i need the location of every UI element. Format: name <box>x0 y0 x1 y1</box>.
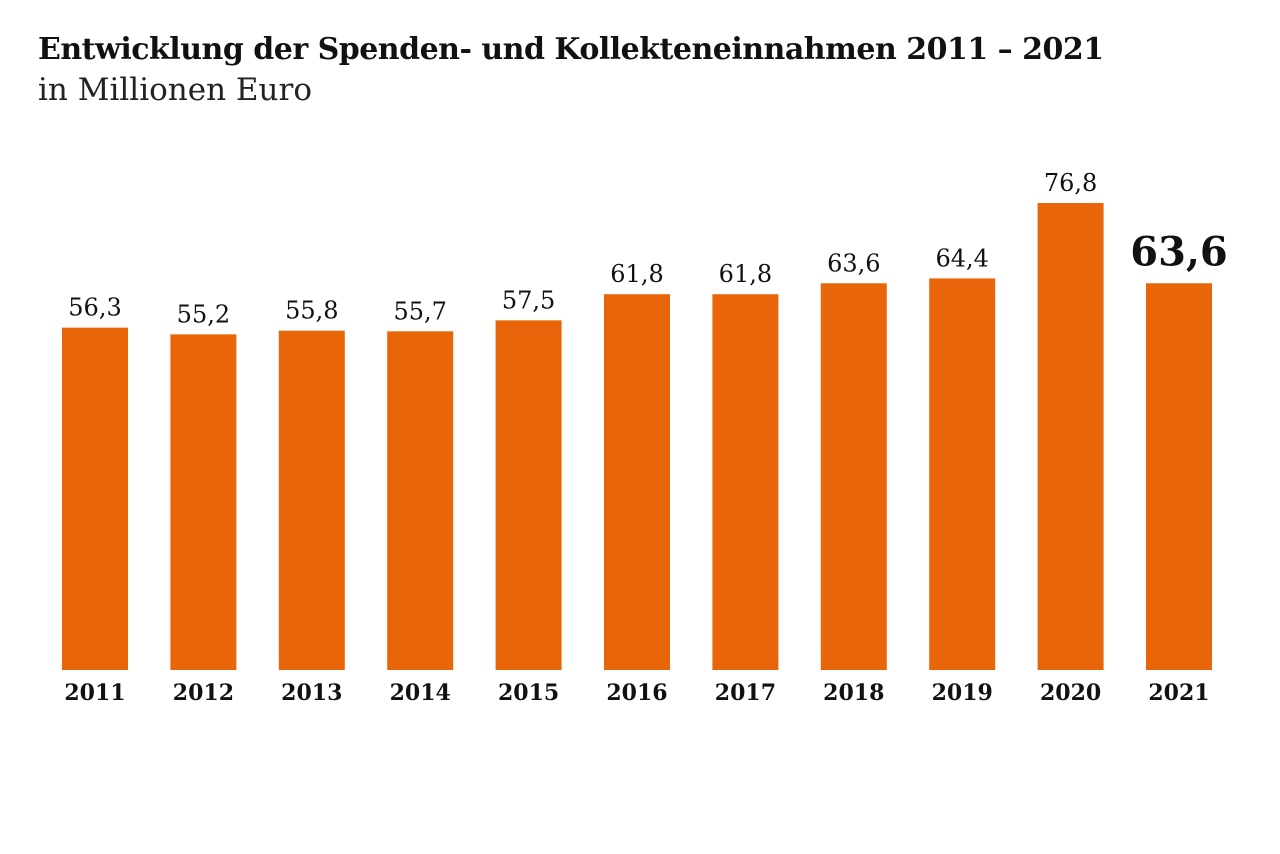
category-label-2016: 2016 <box>606 680 667 706</box>
value-label-2018: 63,6 <box>827 249 880 277</box>
bar-2017 <box>712 294 779 670</box>
bar-2014 <box>387 331 454 670</box>
chart-subtitle: in Millionen Euro <box>38 72 313 108</box>
bar-2019 <box>929 278 996 670</box>
category-label-2018: 2018 <box>823 680 884 706</box>
chart-title: Entwicklung der Spenden- und Kollektenei… <box>38 32 1104 67</box>
category-label-2017: 2017 <box>715 680 776 706</box>
value-label-2012: 55,2 <box>177 300 230 328</box>
category-label-2014: 2014 <box>390 680 451 706</box>
bar-2011 <box>62 327 128 670</box>
bar-2012 <box>170 334 237 670</box>
value-label-2019: 64,4 <box>935 244 988 272</box>
category-label-2013: 2013 <box>281 680 342 706</box>
category-label-2020: 2020 <box>1040 680 1101 706</box>
category-label-2015: 2015 <box>498 680 559 706</box>
value-label-2013: 55,8 <box>285 297 338 325</box>
category-label-2012: 2012 <box>173 680 234 706</box>
category-label-2019: 2019 <box>932 680 993 706</box>
value-label-2017: 61,8 <box>719 260 772 288</box>
value-label-2020: 76,8 <box>1044 169 1097 197</box>
bar-2021 <box>1146 283 1212 670</box>
value-label-2016: 61,8 <box>610 260 663 288</box>
value-label-2015: 57,5 <box>502 286 555 314</box>
bar-2015 <box>495 320 562 670</box>
category-label-2011: 2011 <box>64 680 125 706</box>
value-label-2014: 55,7 <box>393 297 446 325</box>
bar-2020 <box>1037 203 1104 670</box>
bar-2018 <box>820 283 887 670</box>
value-label-2021: 63,6 <box>1130 228 1227 275</box>
category-label-2021: 2021 <box>1148 680 1209 706</box>
bar-2016 <box>604 294 670 670</box>
bar-2013 <box>278 330 345 670</box>
value-label-2011: 56,3 <box>68 294 121 322</box>
